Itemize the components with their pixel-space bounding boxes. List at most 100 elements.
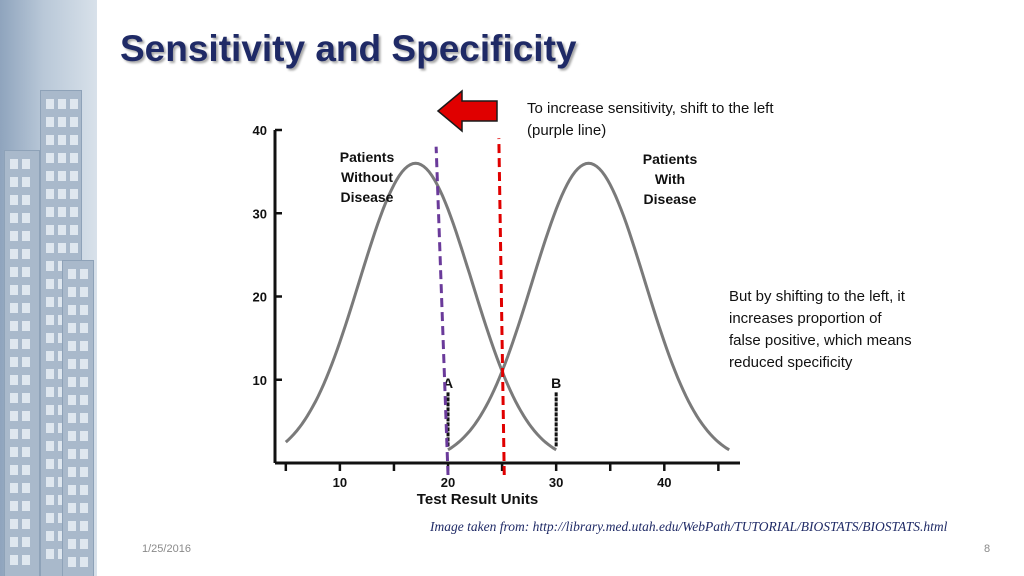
window-shape xyxy=(22,447,30,457)
window-shape xyxy=(10,249,18,259)
window-shape xyxy=(46,171,54,181)
window-shape xyxy=(58,207,66,217)
window-shape xyxy=(80,323,88,333)
window-shape xyxy=(46,261,54,271)
window-shape xyxy=(22,159,30,169)
window-shape xyxy=(46,135,54,145)
window-shape xyxy=(46,315,54,325)
window-shape xyxy=(22,519,30,529)
window-shape xyxy=(10,483,18,493)
window-shape xyxy=(46,405,54,415)
window-shape xyxy=(10,267,18,277)
window-shape xyxy=(68,539,76,549)
curve-label: Disease xyxy=(644,191,697,207)
window-shape xyxy=(68,431,76,441)
window-shape xyxy=(46,243,54,253)
sensitivity-note-line: To increase sensitivity, shift to the le… xyxy=(527,100,774,117)
curve-label: Without xyxy=(341,169,393,185)
window-shape xyxy=(80,485,88,495)
marker-label-a: A xyxy=(443,375,453,391)
window-shape xyxy=(10,411,18,421)
window-shape xyxy=(46,459,54,469)
window-shape xyxy=(46,477,54,487)
window-shape xyxy=(22,465,30,475)
window-shape xyxy=(22,321,30,331)
window-shape xyxy=(10,393,18,403)
window-shape xyxy=(80,449,88,459)
window-shape xyxy=(46,441,54,451)
window-shape xyxy=(70,243,78,253)
window-shape xyxy=(46,225,54,235)
slide-date: 1/25/2016 xyxy=(142,543,191,555)
left-arrow-icon xyxy=(436,89,498,133)
window-shape xyxy=(10,465,18,475)
window-shape xyxy=(22,267,30,277)
window-shape xyxy=(10,303,18,313)
window-shape xyxy=(46,387,54,397)
window-shape xyxy=(10,537,18,547)
window-shape xyxy=(70,189,78,199)
window-shape xyxy=(80,305,88,315)
window-shape xyxy=(22,213,30,223)
window-shape xyxy=(70,153,78,163)
window-shape xyxy=(58,99,66,109)
sensitivity-note-line: (purple line) xyxy=(527,122,607,139)
purple-cutoff-line xyxy=(434,146,450,476)
window-shape xyxy=(46,549,54,559)
specificity-note-line: increases proportion of xyxy=(729,310,882,327)
window-shape xyxy=(10,375,18,385)
x-tick-label: 30 xyxy=(549,475,563,490)
window-shape xyxy=(70,171,78,181)
window-shape xyxy=(70,207,78,217)
window-shape xyxy=(68,341,76,351)
window-shape xyxy=(46,189,54,199)
window-shape xyxy=(10,159,18,169)
window-shape xyxy=(10,195,18,205)
specificity-note-line: false positive, which means xyxy=(729,332,912,349)
specificity-note-line: reduced specificity xyxy=(729,354,853,371)
window-shape xyxy=(22,555,30,565)
x-tick-label: 40 xyxy=(657,475,671,490)
window-shape xyxy=(80,413,88,423)
window-shape xyxy=(68,521,76,531)
window-shape xyxy=(68,467,76,477)
window-shape xyxy=(46,153,54,163)
window-shape xyxy=(22,195,30,205)
window-shape xyxy=(68,377,76,387)
window-shape xyxy=(46,351,54,361)
window-shape xyxy=(46,117,54,127)
window-shape xyxy=(80,557,88,567)
window-shape xyxy=(10,177,18,187)
window-shape xyxy=(46,513,54,523)
x-tick-label: 20 xyxy=(441,475,455,490)
window-shape xyxy=(22,393,30,403)
window-shape xyxy=(58,243,66,253)
window-shape xyxy=(10,213,18,223)
window-shape xyxy=(10,555,18,565)
window-shape xyxy=(80,395,88,405)
y-tick-label: 40 xyxy=(253,123,267,138)
window-shape xyxy=(80,359,88,369)
window-shape xyxy=(58,189,66,199)
window-shape xyxy=(68,485,76,495)
window-shape xyxy=(80,539,88,549)
window-shape xyxy=(68,557,76,567)
window-shape xyxy=(58,117,66,127)
curve-label: Patients xyxy=(643,151,698,167)
window-shape xyxy=(46,423,54,433)
window-shape xyxy=(80,467,88,477)
window-shape xyxy=(46,279,54,289)
curve-with-disease xyxy=(447,161,730,452)
window-shape xyxy=(46,333,54,343)
window-shape xyxy=(22,483,30,493)
window-shape xyxy=(58,171,66,181)
window-shape xyxy=(70,135,78,145)
window-shape xyxy=(80,269,88,279)
decorative-sidebar-image xyxy=(0,0,97,576)
window-shape xyxy=(80,431,88,441)
window-shape xyxy=(22,249,30,259)
window-shape xyxy=(22,429,30,439)
x-axis-title: Test Result Units xyxy=(417,491,538,508)
window-shape xyxy=(46,369,54,379)
window-shape xyxy=(10,429,18,439)
